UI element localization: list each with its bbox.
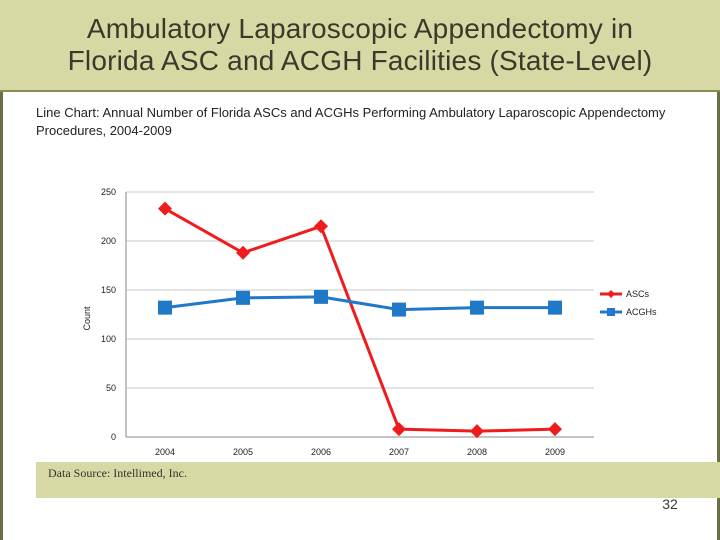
title-band: Ambulatory Laparoscopic Appendectomy in …	[0, 0, 720, 90]
x-tick-label: 2004	[155, 447, 175, 457]
slide-title-line-2: Florida ASC and ACGH Facilities (State-L…	[67, 45, 653, 76]
y-tick-label: 200	[101, 236, 116, 246]
series-line-acghs	[164, 295, 555, 312]
data-point-acghs	[470, 300, 484, 315]
legend-label: ASCs	[626, 289, 650, 299]
legend-label: ACGHs	[626, 307, 657, 317]
y-tick-label: 100	[101, 334, 116, 344]
slide-number: 32	[662, 496, 678, 512]
series-line-ascs	[164, 207, 556, 433]
x-tick-label: 2009	[545, 447, 565, 457]
data-point-acghs	[158, 300, 172, 315]
data-point-acghs	[314, 289, 328, 304]
right-border-stripe	[717, 92, 720, 540]
chart-description: Line Chart: Annual Number of Florida ASC…	[36, 105, 666, 138]
data-point-acghs	[236, 290, 250, 305]
title-divider	[0, 90, 720, 92]
x-tick-label: 2008	[467, 447, 487, 457]
y-tick-label: 250	[101, 187, 116, 197]
data-point-acghs	[548, 300, 562, 315]
x-tick-label: 2005	[233, 447, 253, 457]
source-band	[36, 462, 720, 498]
y-tick-label: 150	[101, 285, 116, 295]
legend-marker	[607, 308, 615, 316]
y-axis-label: Count	[82, 306, 92, 331]
data-point-ascs	[392, 422, 406, 437]
data-point-ascs	[470, 424, 484, 439]
x-tick-label: 2006	[311, 447, 331, 457]
data-point-ascs	[236, 245, 250, 260]
x-tick-label: 2007	[389, 447, 409, 457]
left-border-stripe	[0, 92, 3, 540]
data-point-ascs	[314, 219, 328, 234]
data-source-note: Data Source: Intellimed, Inc.	[48, 466, 187, 480]
slide-title-line-1: Ambulatory Laparoscopic Appendectomy in	[86, 13, 634, 44]
y-tick-label: 0	[111, 432, 116, 442]
legend-marker	[607, 290, 615, 298]
data-point-ascs	[158, 201, 172, 216]
data-point-ascs	[548, 422, 562, 437]
data-point-acghs	[392, 302, 406, 317]
y-tick-label: 50	[106, 383, 116, 393]
